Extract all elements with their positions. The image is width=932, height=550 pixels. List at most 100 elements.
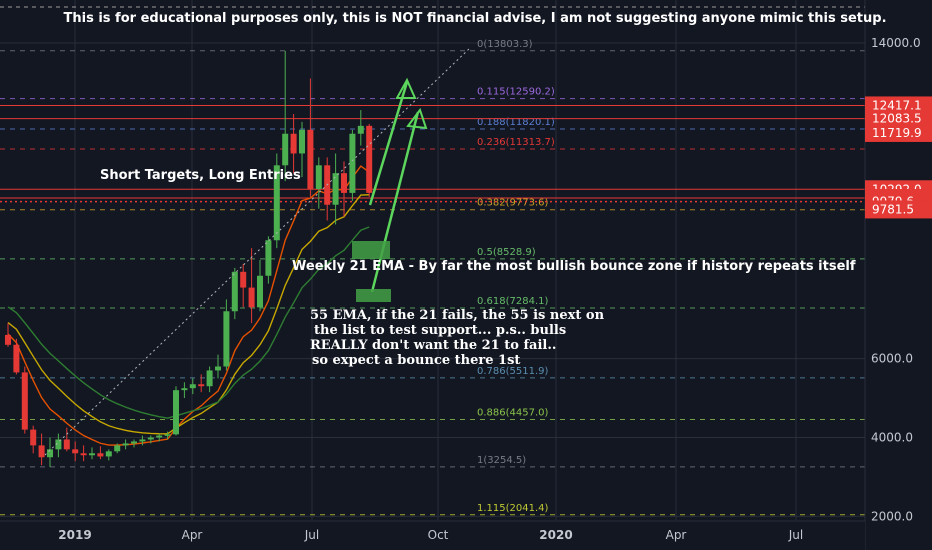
time-tick: Jul [788, 528, 803, 542]
candle-body [349, 133, 356, 193]
ema-lines [7, 165, 370, 446]
price-label: 9781.5 [872, 202, 914, 216]
candle-body [5, 334, 11, 345]
candle-body [147, 437, 154, 440]
candle-body [181, 388, 188, 391]
price-tick: 14000.0 [871, 36, 921, 50]
candles [5, 50, 373, 468]
fib-label: 1.115(2041.4) [477, 503, 549, 514]
candle-body [357, 125, 364, 134]
candle-body [55, 439, 62, 450]
ema-line [7, 194, 370, 435]
ema55-line-3: REALLY don't want the 21 to fail.. [310, 338, 556, 353]
time-axis: 2019 Apr Jul Oct 2020 Apr Jul [0, 520, 865, 550]
candle-body [72, 449, 79, 454]
candle-body [80, 453, 87, 456]
price-tick: 4000.0 [871, 431, 913, 445]
trend-line [44, 47, 471, 456]
price-axis: 14000.0 6000.0 4000.0 2000.0 12417.112083.51… [864, 0, 932, 550]
time-axis-bg [0, 521, 865, 550]
candle-body [38, 445, 45, 458]
candle-body [89, 453, 95, 456]
candle-body [282, 133, 289, 166]
candle-body [215, 366, 221, 371]
time-tick: Oct [428, 528, 449, 542]
price-label: 11719.9 [872, 126, 922, 140]
ema-line [7, 165, 370, 446]
arrow-line [368, 81, 409, 206]
candle-body [156, 435, 163, 438]
time-tick: 2020 [539, 528, 572, 542]
ema55-zone [356, 289, 391, 302]
candle-body [13, 344, 20, 373]
fib-label: 1(3254.5) [477, 455, 526, 466]
fib-label: 0.5(8528.9) [477, 247, 536, 258]
ema-line [7, 226, 370, 419]
candle-body [114, 445, 121, 452]
time-tick: Jul [304, 528, 319, 542]
candle-body [97, 453, 104, 457]
short-targets-text: Short Targets, Long Entries [100, 168, 301, 183]
fib-retracement: 0(13803.3) 0.115(12590.2) 0.188(11820.1) 0.… [0, 6, 865, 516]
candle-body [332, 173, 339, 205]
candle-body [173, 390, 179, 435]
candle-body [189, 384, 196, 389]
fib-label: 0.618(7284.1) [477, 296, 549, 307]
candle-body [131, 441, 137, 444]
price-tick: 2000.0 [871, 509, 913, 523]
drawings [44, 47, 471, 456]
grid [0, 0, 865, 520]
candle-body [105, 451, 112, 457]
disclaimer-text: This is for educational purposes only, t… [63, 11, 886, 26]
candle-body [240, 271, 247, 288]
fib-label: 0(13803.3) [477, 39, 533, 50]
candle-body [231, 271, 238, 312]
fib-label: 0.886(4457.0) [477, 407, 549, 418]
ema55-line-4: so expect a bounce there 1st [312, 353, 520, 368]
time-tick: Apr [666, 528, 687, 542]
candle-body [47, 449, 53, 458]
price-label: 12417.1 [872, 98, 922, 112]
price-label-box [865, 109, 932, 128]
candle-body [21, 372, 28, 430]
price-tick: 6000.0 [871, 352, 913, 366]
ema21-text: Weekly 21 EMA - By far the most bullish … [292, 259, 856, 274]
fib-label: 0.786(5511.9) [477, 366, 549, 377]
candle-body [223, 311, 230, 367]
candle-body [315, 165, 322, 189]
arrow-head [406, 107, 428, 130]
candle-body [248, 287, 255, 308]
fib-label: 0.382(9773.6) [477, 198, 549, 209]
candle-body [198, 384, 205, 387]
fib-label: 0.188(11820.1) [477, 117, 555, 128]
price-label-box [865, 200, 932, 219]
candle-body [122, 443, 129, 446]
ema21-zone [352, 241, 390, 259]
arrow-head [395, 77, 417, 99]
candle-body [63, 439, 70, 450]
price-label: 12083.5 [872, 112, 922, 126]
fib-label: 0.236(11313.7) [477, 137, 555, 148]
candle-body [273, 165, 280, 241]
ema55-line-2: the list to test support... p.s.. bulls [314, 323, 566, 338]
candle-body [366, 125, 373, 193]
candle-body [299, 129, 305, 154]
time-tick: 2019 [58, 528, 91, 542]
fib-label: 0.115(12590.2) [477, 87, 555, 98]
candle-body [164, 434, 171, 436]
time-tick: Apr [182, 528, 203, 542]
candle-body [341, 173, 347, 193]
candle-body [290, 133, 297, 154]
price-label-box [865, 123, 932, 142]
ema55-line-1: 55 EMA, if the 21 fails, the 55 is next … [310, 308, 605, 323]
candle-body [265, 240, 272, 276]
candle-body [307, 129, 314, 189]
axis-bg [865, 0, 932, 550]
candle-body [30, 429, 37, 446]
candle-body [206, 370, 213, 387]
candle-body [139, 439, 146, 442]
candle-body [257, 275, 263, 308]
arrow-line [370, 111, 420, 293]
